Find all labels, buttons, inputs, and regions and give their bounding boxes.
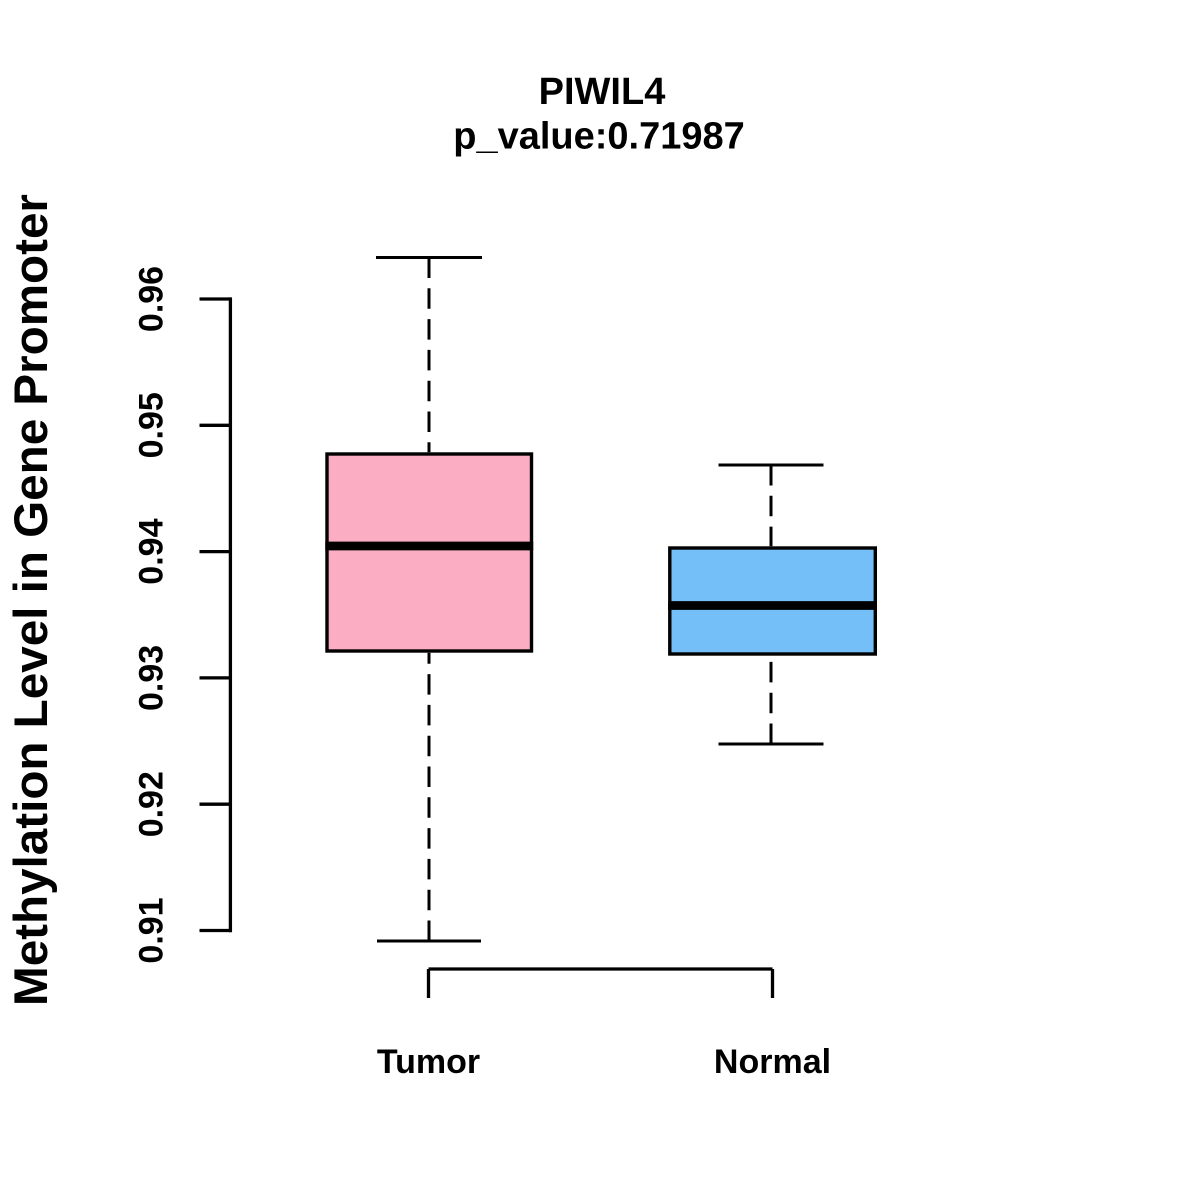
svg-text:0.91: 0.91 [133,897,171,963]
svg-text:0.95: 0.95 [133,392,171,458]
svg-text:Normal: Normal [714,1043,831,1081]
svg-text:Methylation Level in Gene Prom: Methylation Level in Gene Promoter [5,194,58,1006]
svg-text:PIWIL4: PIWIL4 [539,71,666,113]
svg-text:p_value:0.71987: p_value:0.71987 [453,116,745,158]
svg-text:0.93: 0.93 [133,645,171,711]
svg-text:Tumor: Tumor [377,1043,480,1081]
svg-text:0.92: 0.92 [133,771,171,837]
svg-text:0.96: 0.96 [133,266,171,332]
svg-text:0.94: 0.94 [133,518,171,584]
